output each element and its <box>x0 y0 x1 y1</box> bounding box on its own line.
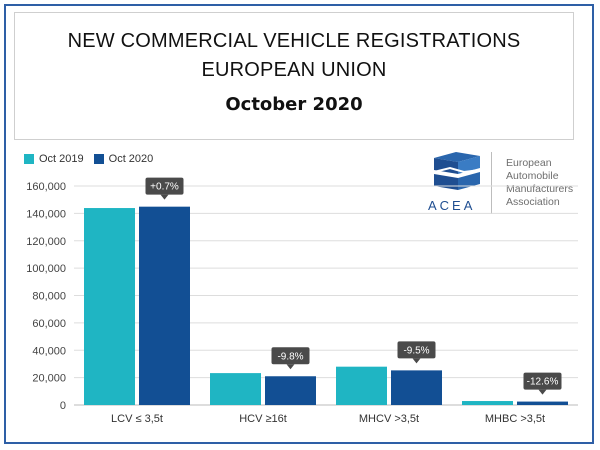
callout-pointer <box>160 194 169 200</box>
x-tick-label: LCV ≤ 3,5t <box>111 413 163 425</box>
change-callout <box>271 347 310 365</box>
acea-acronym: ACEA <box>428 198 476 213</box>
bar-oct2020 <box>391 370 442 405</box>
legend-item-oct2019: Oct 2019 <box>24 153 84 165</box>
x-tick-label: MHCV >3,5t <box>359 413 419 425</box>
y-tick-label: 40,000 <box>32 345 66 357</box>
chart-title-line1: NEW COMMERCIAL VEHICLE REGISTRATIONS <box>67 30 521 52</box>
callout-pointer <box>538 389 547 395</box>
chart-title-line2: EUROPEAN UNION <box>201 59 387 81</box>
change-label: -9.5% <box>403 345 429 356</box>
change-label: -12.6% <box>527 377 559 388</box>
bar-oct2019 <box>336 366 387 405</box>
y-tick-label: 160,000 <box>26 181 66 193</box>
legend-item-oct2020: Oct 2020 <box>93 153 154 165</box>
acea-name-line: Automobile <box>506 170 559 182</box>
acea-name-line: European <box>506 157 552 169</box>
callout-pointer <box>286 364 295 370</box>
bar-oct2020 <box>265 376 316 405</box>
chart-legend: Oct 2019 Oct 2020 <box>24 153 163 165</box>
y-tick-label: 0 <box>60 400 66 412</box>
change-label: -9.8% <box>277 351 303 362</box>
change-callout <box>397 341 436 359</box>
change-label: +0.7% <box>150 182 179 193</box>
change-callout <box>523 372 562 390</box>
chart-subtitle: October 2020 <box>225 94 363 115</box>
bar-oct2020 <box>517 401 568 405</box>
legend-label-oct2019: Oct 2019 <box>39 153 84 165</box>
y-tick-label: 140,000 <box>26 208 66 220</box>
y-tick-label: 20,000 <box>32 373 66 385</box>
x-tick-label: MHBC >3,5t <box>485 413 545 425</box>
y-tick-label: 60,000 <box>32 318 66 330</box>
bar-oct2019 <box>210 373 261 405</box>
y-tick-label: 100,000 <box>26 263 66 275</box>
acea-name-line: Association <box>506 196 560 208</box>
y-tick-label: 80,000 <box>32 291 66 303</box>
bar-oct2019 <box>84 208 135 405</box>
y-tick-label: 120,000 <box>26 236 66 248</box>
legend-swatch-oct2019 <box>24 154 34 164</box>
callout-pointer <box>412 358 421 364</box>
x-tick-label: HCV ≥16t <box>239 413 287 425</box>
legend-swatch-oct2020 <box>93 154 104 164</box>
bar-oct2019 <box>462 401 513 405</box>
change-callout <box>145 177 184 195</box>
title-box: NEW COMMERCIAL VEHICLE REGISTRATIONS EUR… <box>14 12 574 140</box>
bar-oct2020 <box>139 206 190 405</box>
legend-label-oct2020: Oct 2020 <box>108 153 154 165</box>
logo-divider <box>491 152 492 214</box>
